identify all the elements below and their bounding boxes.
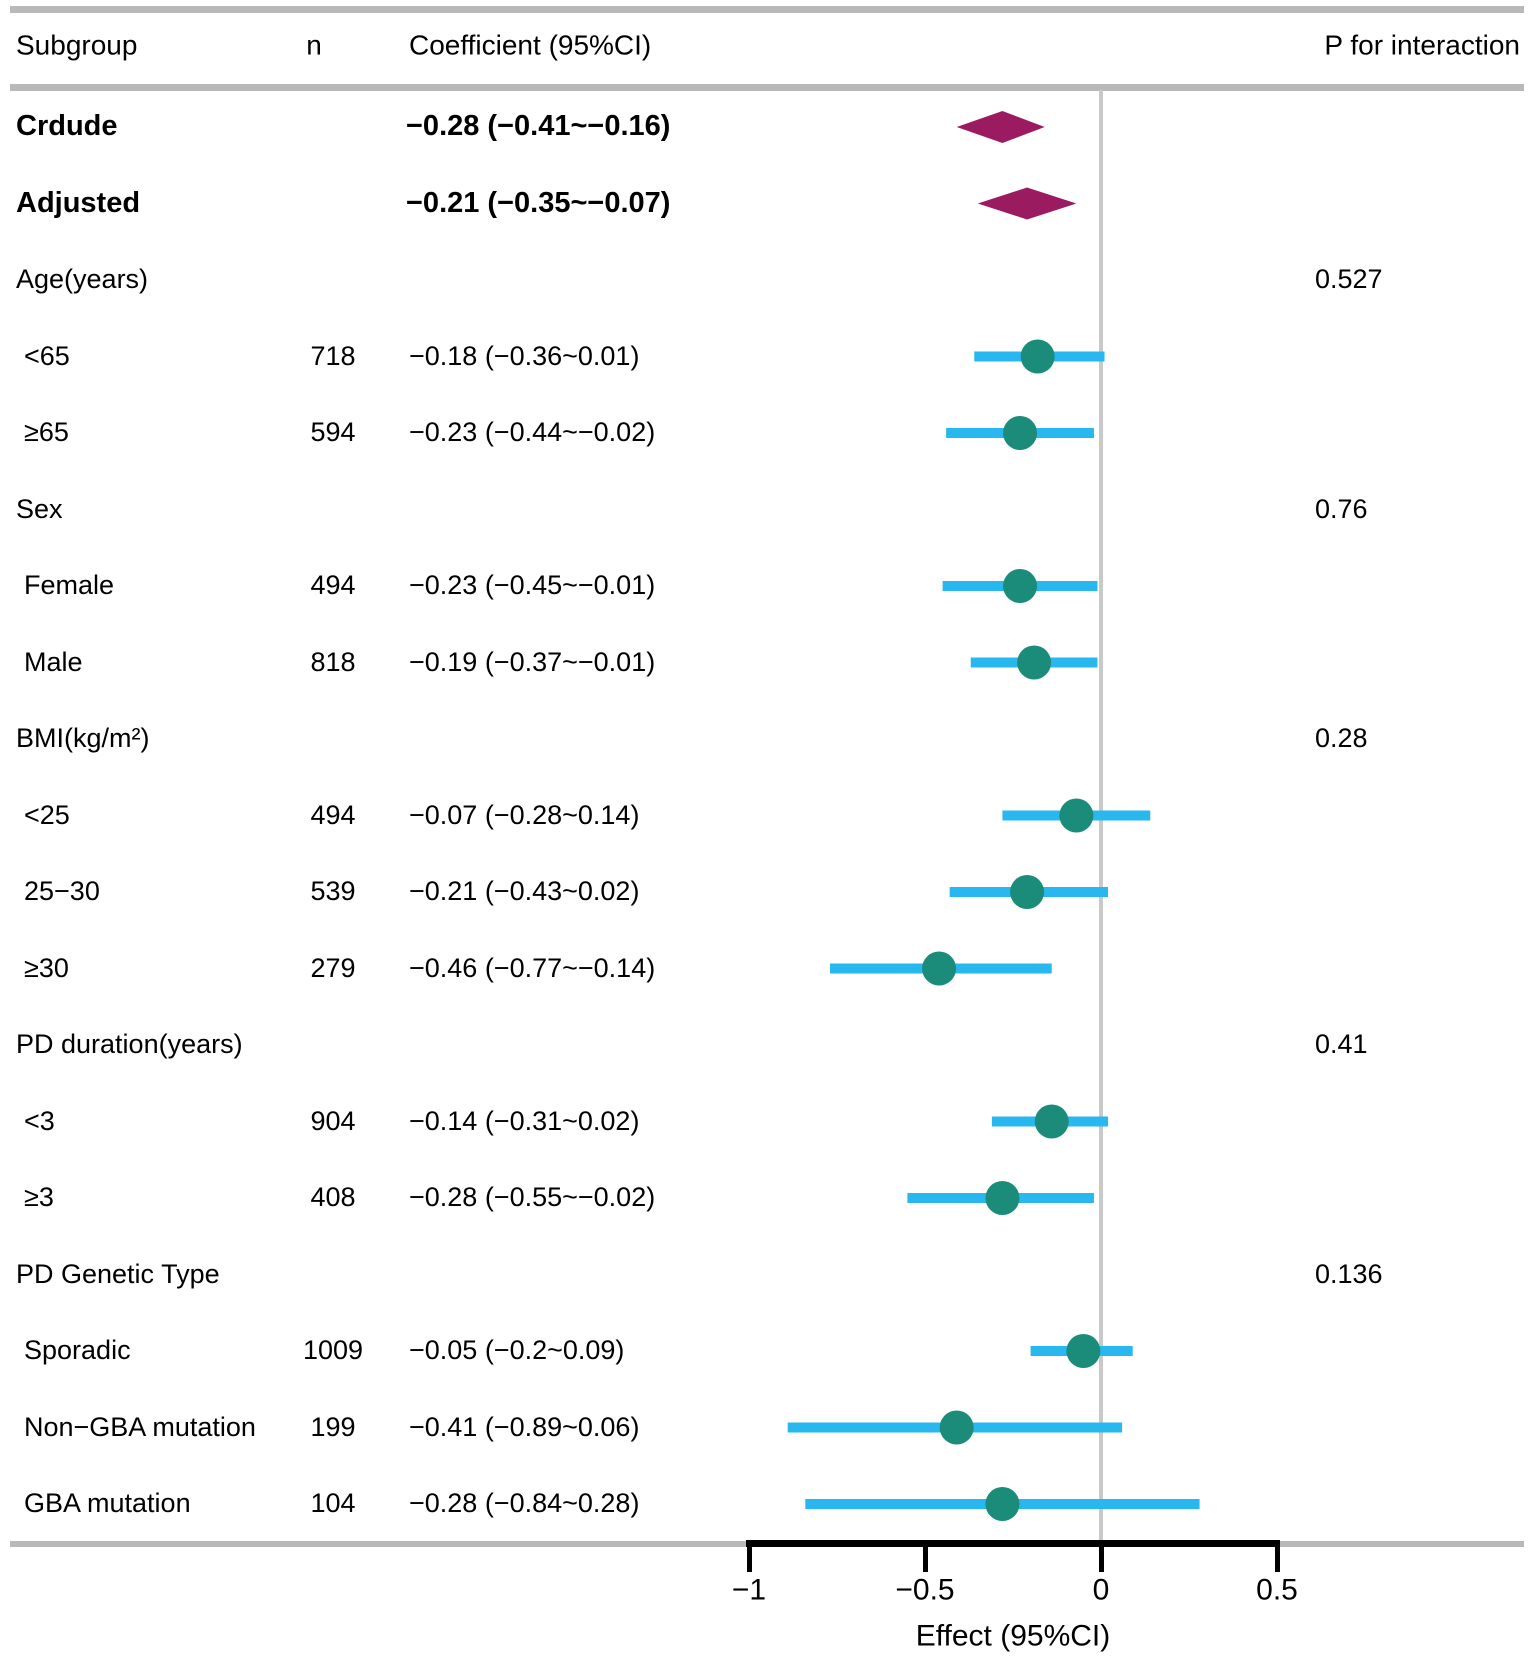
- point-estimate-dot: [1003, 569, 1038, 603]
- item-n: 1009: [302, 1335, 364, 1366]
- summary-label: Crdude: [16, 110, 118, 143]
- item-coefficient: −0.14 (−0.31~0.02): [409, 1105, 640, 1136]
- point-estimate-dot: [985, 1487, 1020, 1521]
- item-coefficient: −0.07 (−0.28~0.14): [409, 799, 640, 830]
- item-n: 539: [310, 876, 356, 907]
- group-label: Sex: [16, 493, 63, 524]
- summary-coefficient: −0.21 (−0.35~−0.07): [406, 186, 671, 219]
- item-n: 718: [310, 340, 356, 371]
- item-n: 408: [310, 1182, 356, 1213]
- item-coefficient: −0.19 (−0.37~−0.01): [409, 646, 656, 677]
- axis-tick: [922, 1547, 928, 1572]
- item-coefficient: −0.28 (−0.55~−0.02): [409, 1182, 656, 1213]
- item-coefficient: −0.05 (−0.2~0.09): [409, 1335, 625, 1366]
- axis-tick-label: 0.5: [1256, 1573, 1298, 1607]
- point-estimate-dot: [1010, 875, 1045, 909]
- p-for-interaction-value: 0.527: [1315, 264, 1383, 295]
- item-n: 279: [310, 952, 356, 983]
- item-coefficient: −0.18 (−0.36~0.01): [409, 340, 640, 371]
- item-label: ≥65: [24, 417, 69, 448]
- point-estimate-dot: [1003, 416, 1038, 450]
- item-n: 494: [310, 799, 356, 830]
- axis-tick: [746, 1547, 752, 1572]
- point-estimate-dot: [985, 1181, 1020, 1215]
- group-label: PD Genetic Type: [16, 1258, 220, 1289]
- column-header-subgroup: Subgroup: [16, 29, 138, 61]
- axis-tick-label: −1: [731, 1573, 767, 1607]
- column-header-coefficient: Coefficient (95%CI): [409, 29, 652, 61]
- p-for-interaction-value: 0.76: [1315, 493, 1368, 524]
- axis-tick: [1098, 1547, 1104, 1572]
- item-label: GBA mutation: [24, 1488, 191, 1519]
- column-header-n: n: [306, 29, 322, 61]
- axis-tick: [1274, 1547, 1280, 1572]
- item-n: 199: [310, 1411, 356, 1442]
- p-for-interaction-value: 0.28: [1315, 723, 1368, 754]
- item-coefficient: −0.23 (−0.44~−0.02): [409, 417, 656, 448]
- item-n: 904: [310, 1105, 356, 1136]
- item-n: 104: [310, 1488, 356, 1519]
- column-header-p-interaction: P for interaction: [1324, 29, 1520, 61]
- item-label: <25: [24, 799, 70, 830]
- item-label: 25−30: [24, 876, 100, 907]
- header-rule: [10, 84, 1524, 91]
- point-estimate-dot: [1059, 798, 1094, 833]
- axis-tick-label: 0: [1092, 1573, 1110, 1607]
- point-estimate-dot: [1020, 339, 1055, 374]
- item-n: 594: [310, 417, 356, 448]
- p-for-interaction-value: 0.136: [1315, 1258, 1383, 1289]
- item-label: Non−GBA mutation: [24, 1411, 256, 1442]
- x-axis-title: Effect (95%CI): [915, 1619, 1111, 1653]
- point-estimate-dot: [922, 951, 957, 986]
- item-label: Male: [24, 646, 83, 677]
- item-n: 818: [310, 646, 356, 677]
- item-coefficient: −0.28 (−0.84~0.28): [409, 1488, 640, 1519]
- summary-label: Adjusted: [16, 186, 141, 219]
- summary-diamond: [977, 187, 1077, 220]
- x-axis-line: [746, 1540, 1280, 1547]
- group-label: BMI(kg/m²): [16, 723, 150, 754]
- item-n: 494: [310, 570, 356, 601]
- top-rule: [10, 6, 1524, 13]
- p-for-interaction-value: 0.41: [1315, 1029, 1368, 1060]
- point-estimate-dot: [1034, 1104, 1069, 1139]
- summary-diamond: [956, 111, 1045, 143]
- item-label: ≥3: [24, 1182, 54, 1213]
- item-label: <3: [24, 1105, 55, 1136]
- item-coefficient: −0.46 (−0.77~−0.14): [409, 952, 656, 983]
- item-label: <65: [24, 340, 70, 371]
- item-coefficient: −0.23 (−0.45~−0.01): [409, 570, 656, 601]
- item-label: Sporadic: [24, 1335, 131, 1366]
- item-label: ≥30: [24, 952, 69, 983]
- axis-tick-label: −0.5: [895, 1573, 955, 1607]
- group-label: PD duration(years): [16, 1029, 243, 1060]
- item-coefficient: −0.41 (−0.89~0.06): [409, 1411, 640, 1442]
- item-coefficient: −0.21 (−0.43~0.02): [409, 876, 640, 907]
- summary-coefficient: −0.28 (−0.41~−0.16): [406, 110, 671, 143]
- point-estimate-dot: [1066, 1334, 1101, 1368]
- point-estimate-dot: [939, 1410, 974, 1445]
- point-estimate-dot: [1017, 645, 1052, 680]
- group-label: Age(years): [16, 264, 149, 295]
- item-label: Female: [24, 570, 115, 601]
